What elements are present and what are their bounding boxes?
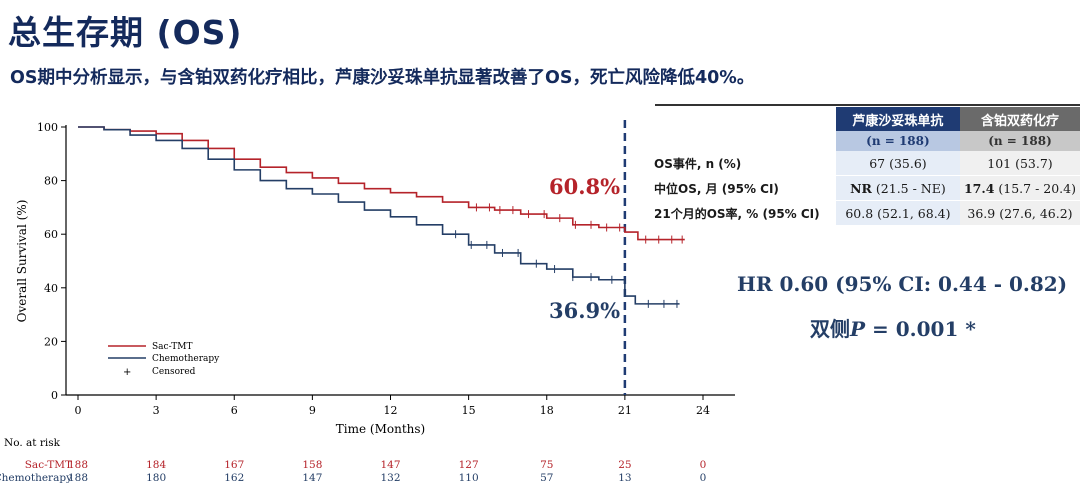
annotation-chemo-rate: 36.9% (549, 298, 620, 323)
risk-count: 0 (700, 472, 707, 484)
p-var: P (850, 317, 866, 341)
legend-label-sac-tmt: Sac-TMT (152, 342, 193, 352)
x-tick-label: 18 (540, 404, 554, 417)
risk-count: 184 (146, 459, 166, 471)
legend-censored-mark: + (123, 367, 131, 378)
risk-count: 147 (380, 459, 400, 471)
risk-count: 13 (618, 472, 631, 484)
risk-count: 127 (459, 459, 479, 471)
risk-count: 180 (146, 472, 166, 484)
risk-count: 188 (68, 459, 88, 471)
cell-os-events-chemo: 101 (53.7) (959, 151, 1080, 176)
hazard-ratio-text: HR 0.60 (95% CI: 0.44 - 0.82) (737, 272, 1068, 296)
risk-count: 158 (302, 459, 322, 471)
p-suffix: = 0.001 * (865, 317, 976, 341)
cell-median-os-sac-tmt: NR (21.5 - NE) (835, 175, 960, 201)
x-tick-label: 12 (384, 404, 398, 417)
p-prefix: 双侧 (810, 317, 850, 341)
risk-count: 132 (380, 472, 400, 484)
row-label-os-events: OS事件, n (%) (650, 151, 836, 176)
y-tick-label: 0 (51, 389, 58, 402)
x-tick-label: 15 (462, 404, 476, 417)
risk-row-label: Chemotherapy (0, 472, 72, 484)
median-os-chemo-value: 17.4 (963, 180, 995, 196)
y-tick-label: 80 (44, 175, 58, 188)
x-tick-label: 9 (309, 404, 316, 417)
table-header-sac-tmt: 芦康沙妥珠单抗 (835, 107, 960, 131)
cell-os-rate-sac-tmt: 60.8 (52.1, 68.4) (835, 200, 960, 226)
x-tick-label: 6 (231, 404, 238, 417)
median-os-sac-tmt-value: NR (850, 180, 872, 196)
table-row: OS事件, n (%) 67 (35.6) 101 (53.7) (650, 151, 1080, 176)
y-tick-label: 100 (37, 121, 58, 134)
x-tick-label: 3 (153, 404, 160, 417)
x-tick-label: 0 (75, 404, 82, 417)
km-curve-chemotherapy (78, 126, 680, 305)
risk-count: 57 (540, 472, 553, 484)
km-survival-chart: 0 3 6 9 12 15 18 21 24 0 20 40 60 80 100 Time (Months) O… (0, 120, 735, 484)
y-axis-label: Overall Survival (%) (15, 200, 29, 323)
legend-label-censored: Censored (152, 367, 196, 377)
risk-count: 25 (618, 459, 631, 471)
page-title: 总生存期 (OS) (8, 13, 243, 52)
p-value-text: 双侧P = 0.001 * (810, 313, 976, 342)
cell-median-os-chemo: 17.4 (15.7 - 20.4) (959, 175, 1080, 201)
risk-count: 147 (302, 472, 322, 484)
risk-count: 167 (224, 459, 244, 471)
x-tick-label: 21 (618, 404, 632, 417)
risk-count: 75 (540, 459, 553, 471)
legend-label-chemotherapy: Chemotherapy (152, 354, 220, 364)
y-tick-label: 20 (44, 335, 58, 348)
risk-count: 188 (68, 472, 88, 484)
risk-table-title: No. at risk (4, 437, 61, 449)
row-label-os-rate-21m: 21个月的OS率, % (95% CI) (650, 200, 836, 226)
risk-count: 0 (700, 459, 707, 471)
table-row: 21个月的OS率, % (95% CI) 60.8 (52.1, 68.4) 3… (650, 200, 1080, 226)
x-tick-label: 24 (696, 404, 710, 417)
km-curve-sac-tmt (78, 126, 685, 241)
table-row: 中位OS, 月 (95% CI) NR (21.5 - NE) 17.4 (15… (650, 175, 1080, 201)
y-tick-label: 60 (44, 228, 58, 241)
median-os-chemo-ci: (15.7 - 20.4) (994, 180, 1076, 196)
x-axis-label: Time (Months) (336, 422, 425, 436)
table-n-sac-tmt: (n = 188) (835, 131, 960, 151)
table-n-chemo: (n = 188) (959, 131, 1080, 151)
risk-row-label: Sac-TMT (25, 459, 72, 471)
page-subtitle: OS期中分析显示，与含铂双药化疗相比，芦康沙妥珠单抗显著改善了OS，死亡风险降低… (10, 68, 755, 88)
y-tick-label: 40 (44, 282, 58, 295)
risk-count: 162 (224, 472, 244, 484)
table-header-chemo: 含铂双药化疗 (959, 107, 1080, 131)
table-top-rule (655, 104, 1080, 106)
os-summary-table: 芦康沙妥珠单抗 含铂双药化疗 (n = 188) (n = 188) OS事件,… (650, 107, 1080, 226)
annotation-sac-tmt-rate: 60.8% (549, 174, 620, 199)
median-os-sac-tmt-ci: (21.5 - NE) (871, 180, 946, 196)
risk-count: 110 (459, 472, 479, 484)
row-label-median-os: 中位OS, 月 (95% CI) (650, 175, 836, 201)
cell-os-events-sac-tmt: 67 (35.6) (835, 151, 960, 176)
cell-os-rate-chemo: 36.9 (27.6, 46.2) (959, 200, 1080, 226)
